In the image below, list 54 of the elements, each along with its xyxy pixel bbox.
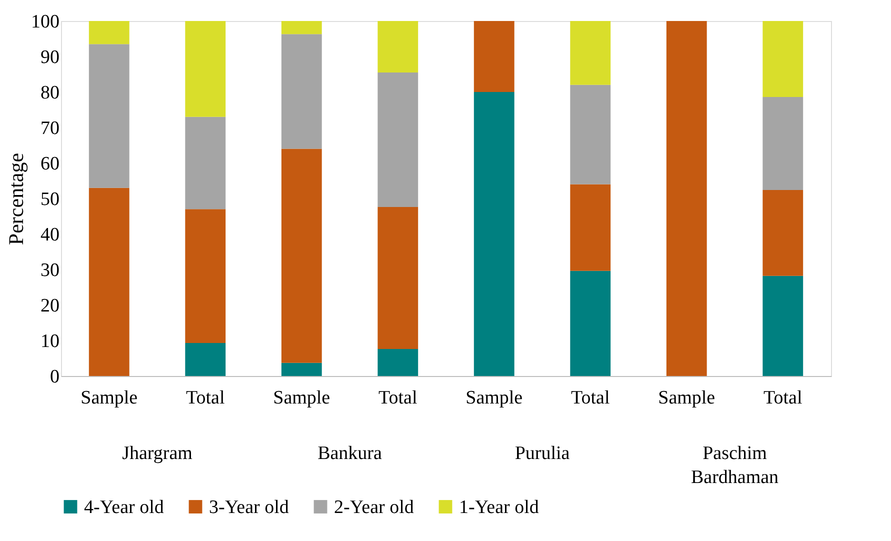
y-tick-label: 50 [40,189,60,210]
legend-label: 4-Year old [84,496,164,518]
x-tick-label: Sample [80,388,138,408]
x-tick-label: Total [186,388,225,408]
bar [378,207,418,350]
bar [570,21,611,85]
x-tick-label: Total [570,388,610,408]
bar [185,116,226,210]
bar [185,209,226,343]
y-tick-label: 30 [40,260,60,281]
bar [762,276,804,376]
bar [281,148,322,363]
legend-label: 3-Year old [209,496,290,518]
bar [378,72,418,208]
bar [88,44,130,188]
bar [762,190,804,276]
y-tick-label: 20 [40,296,60,316]
x-tick-label: Total [763,388,802,408]
text: Paschim Bardhaman [690,443,780,488]
bar [570,270,611,376]
x-tick-label: Sample [273,388,330,408]
x-tick-label: Sample [466,388,523,408]
bar [185,342,226,376]
y-tick-label: 80 [40,82,60,104]
y-tick-label: 60 [40,154,60,174]
bar [570,184,611,271]
y-axis-title: Percentage [4,152,28,246]
y-tick-label: 100 [31,12,60,32]
bar [185,21,226,117]
bar [474,92,514,376]
bar [281,21,322,34]
y-tick-label: 70 [40,118,60,139]
x-tick-label: Total [378,388,418,408]
bar [762,96,804,190]
bar [88,21,130,44]
x-tick-label: Sample [658,388,716,408]
y-tick-label: 0 [50,366,60,388]
bar [281,362,322,376]
bar [281,34,322,149]
bar [666,21,707,376]
bar [570,84,611,184]
text: Bankura [318,443,382,464]
legend-label: 2-Year old [334,496,414,518]
bar [88,188,130,376]
y-tick-label: 90 [40,47,60,68]
legend-label: 1-Year old [459,496,540,518]
bar [378,21,418,72]
y-tick-label: 10 [40,331,60,352]
text: Jhargram [122,443,193,464]
bar [762,21,804,97]
bar [474,21,514,92]
y-tick-label: 40 [40,224,60,246]
text: Purulia [514,443,570,464]
bar [378,349,418,376]
